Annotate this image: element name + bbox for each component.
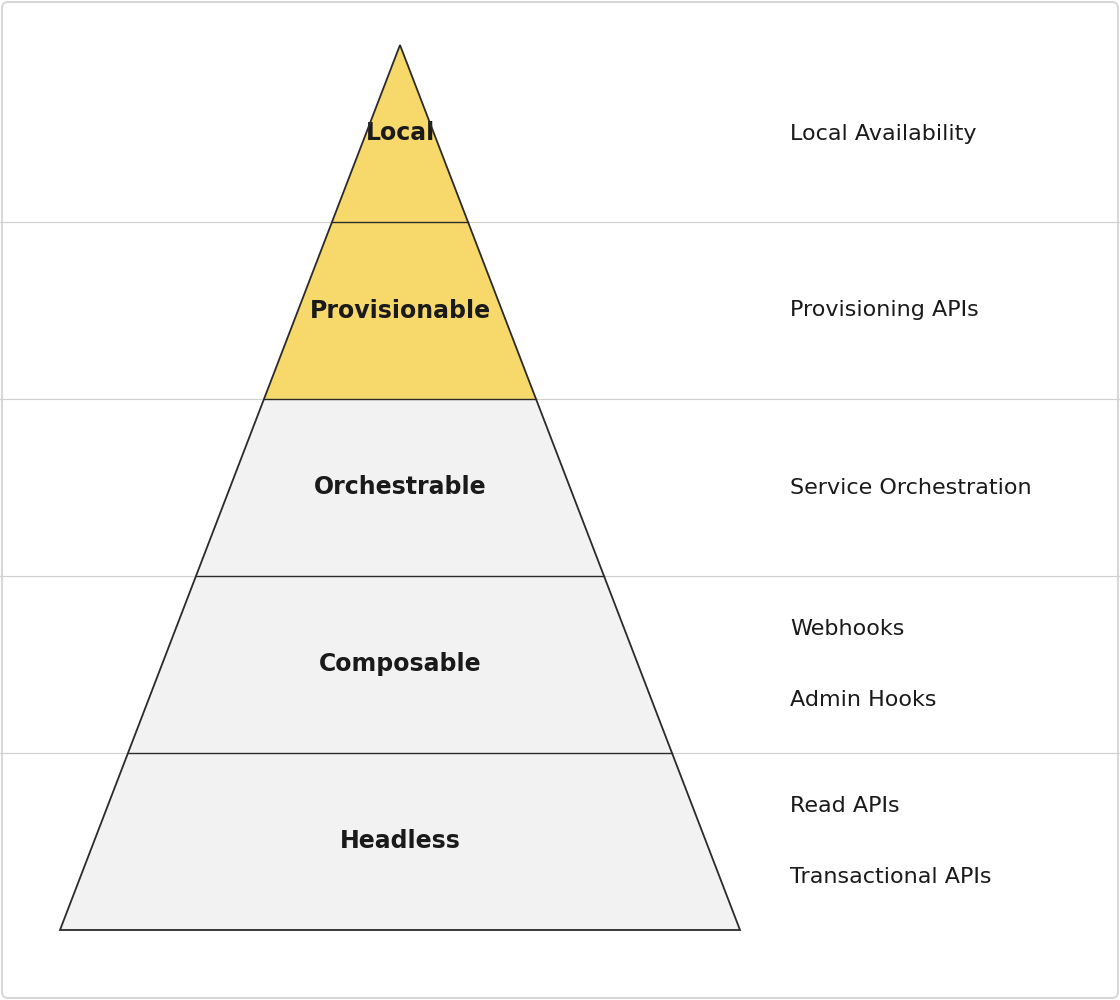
Text: Read APIs: Read APIs bbox=[790, 796, 899, 816]
Text: Headless: Headless bbox=[339, 830, 460, 854]
Text: Composable: Composable bbox=[319, 652, 482, 676]
Text: Local: Local bbox=[365, 121, 435, 145]
Polygon shape bbox=[128, 576, 672, 753]
Polygon shape bbox=[332, 45, 468, 222]
Text: Service Orchestration: Service Orchestration bbox=[790, 478, 1032, 497]
Text: Orchestrable: Orchestrable bbox=[314, 476, 486, 499]
Text: Transactional APIs: Transactional APIs bbox=[790, 867, 991, 887]
Text: Provisionable: Provisionable bbox=[309, 298, 491, 322]
Text: Provisioning APIs: Provisioning APIs bbox=[790, 300, 979, 320]
Text: Local Availability: Local Availability bbox=[790, 123, 977, 143]
Text: Admin Hooks: Admin Hooks bbox=[790, 690, 936, 710]
Polygon shape bbox=[264, 222, 536, 399]
Polygon shape bbox=[60, 753, 740, 930]
Text: Webhooks: Webhooks bbox=[790, 619, 904, 639]
Polygon shape bbox=[196, 399, 604, 576]
